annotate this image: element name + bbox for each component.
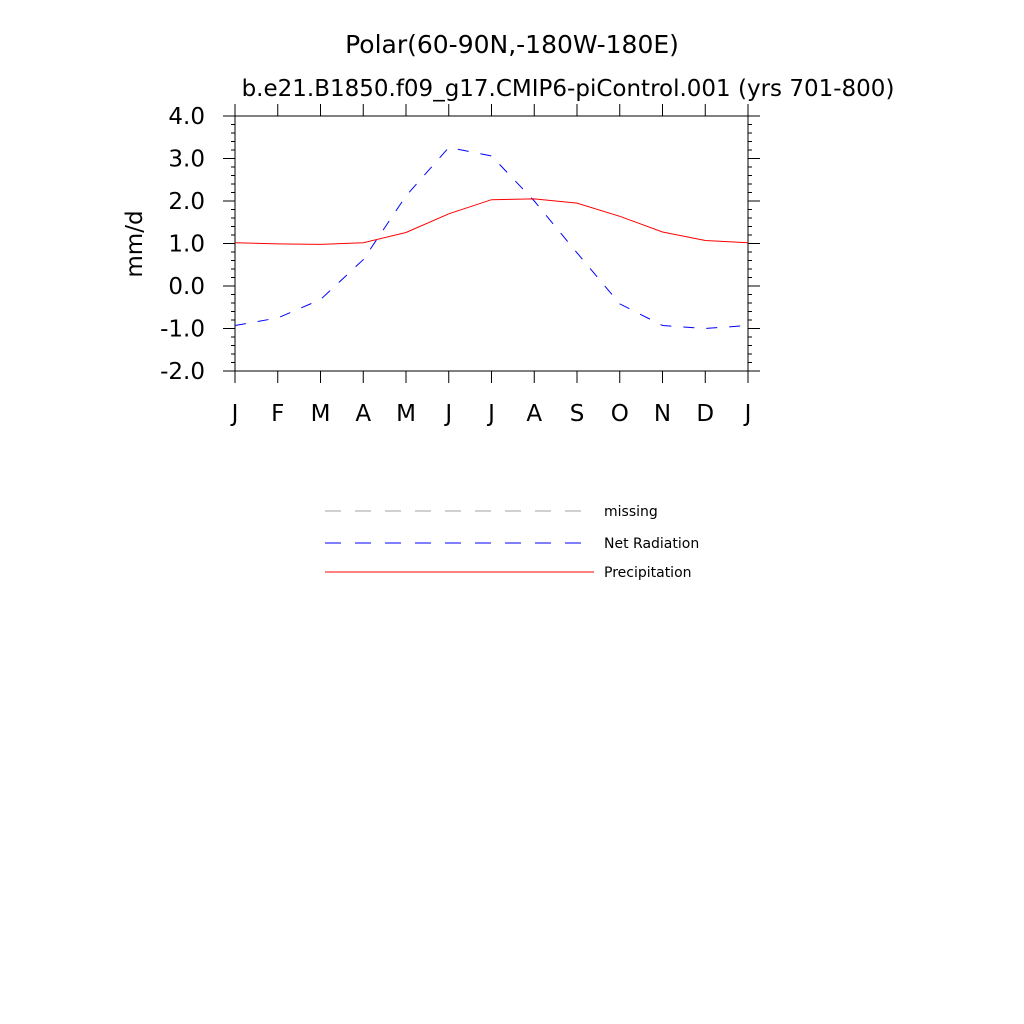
x-tick-label: N [654, 401, 671, 427]
y-tick-label: 1.0 [168, 232, 205, 258]
data-point-net-radiation [276, 316, 280, 320]
x-tick-label: J [743, 401, 752, 427]
y-major-ticks: -2.0 -1.0 0.0 1.0 2.0 3.0 4.0 [160, 104, 760, 385]
data-point-net-radiation [361, 258, 365, 262]
data-point-precipitation [703, 239, 707, 243]
data-point-precipitation [276, 242, 280, 246]
data-point-net-radiation [319, 298, 323, 302]
data-point-precipitation [575, 201, 579, 205]
legend-item-net-radiation: Net Radiation [325, 536, 699, 552]
series-precipitation [233, 197, 750, 246]
series-line-net-radiation [234, 146, 749, 330]
series-line-precipitation [234, 198, 749, 245]
y-axis-label: mm/d [122, 210, 148, 277]
y-tick-label: 4.0 [168, 104, 205, 130]
legend-label-precipitation: Precipitation [604, 565, 692, 581]
x-tick-label: J [230, 401, 239, 427]
legend: missing Net Radiation Precipitation [325, 504, 699, 581]
x-tick-label: J [443, 401, 452, 427]
legend-label-missing: missing [604, 504, 658, 520]
data-point-precipitation [532, 197, 536, 201]
x-tick-label: J [486, 401, 495, 427]
x-tick-label: M [311, 401, 331, 427]
data-point-net-radiation [490, 154, 494, 158]
x-tick-label: M [396, 401, 416, 427]
x-tick-label: D [696, 401, 714, 427]
data-point-net-radiation [703, 327, 707, 331]
x-tick-label: O [611, 401, 629, 427]
data-point-net-radiation [618, 302, 622, 306]
data-point-net-radiation [404, 194, 408, 198]
data-point-net-radiation [447, 145, 451, 149]
y-tick-label: 0.0 [168, 274, 205, 300]
data-point-precipitation [618, 214, 622, 218]
data-point-precipitation [447, 212, 451, 216]
data-point-precipitation [490, 198, 494, 202]
y-minor-ticks [231, 124, 752, 363]
data-point-precipitation [319, 242, 323, 246]
data-point-net-radiation [746, 324, 750, 328]
data-point-net-radiation [661, 324, 665, 328]
data-point-precipitation [233, 241, 237, 245]
y-tick-label: 3.0 [168, 147, 205, 173]
y-tick-label: -2.0 [160, 359, 205, 385]
data-point-precipitation [404, 230, 408, 234]
data-point-precipitation [361, 241, 365, 245]
y-tick-label: -1.0 [160, 317, 205, 343]
data-point-net-radiation [575, 251, 579, 255]
data-point-precipitation [746, 241, 750, 245]
legend-item-precipitation: Precipitation [325, 565, 692, 581]
legend-label-net-radiation: Net Radiation [604, 536, 699, 552]
x-tick-label: S [570, 401, 585, 427]
legend-item-missing: missing [325, 504, 658, 520]
chart-title: Polar(60-90N,-180W-180E) [345, 30, 679, 59]
x-tick-label: A [526, 401, 542, 427]
series-net-radiation [233, 145, 750, 331]
data-point-net-radiation [233, 324, 237, 328]
data-point-precipitation [661, 230, 665, 234]
chart-subtitle: b.e21.B1850.f09_g17.CMIP6-piControl.001 … [242, 76, 895, 102]
x-tick-label: F [271, 401, 284, 427]
series-layer [233, 145, 750, 331]
x-tick-label: A [355, 401, 371, 427]
y-tick-label: 2.0 [168, 189, 205, 215]
